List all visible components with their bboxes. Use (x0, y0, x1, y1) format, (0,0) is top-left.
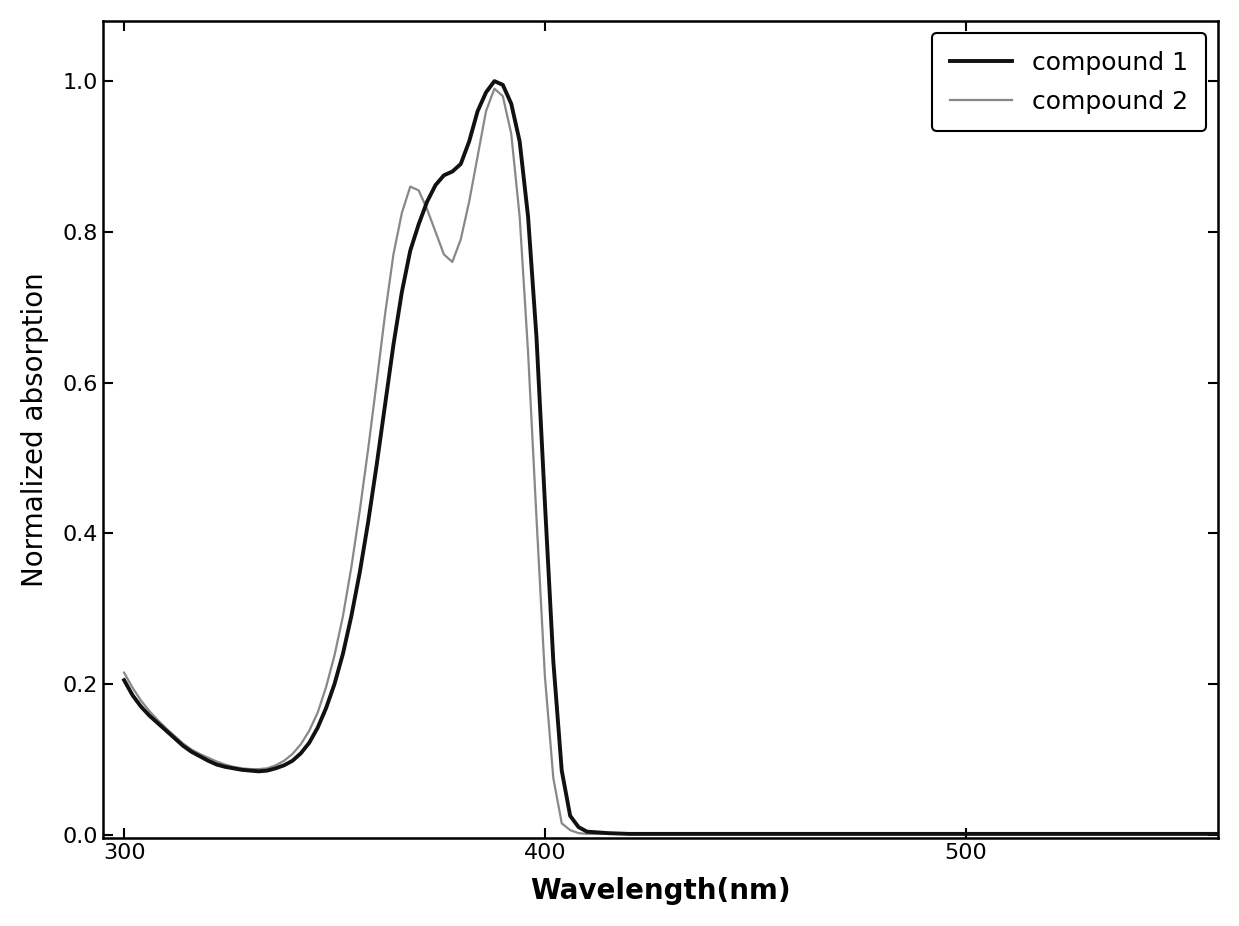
compound 2 (580, 829, 595, 840)
compound 2 (1211, 829, 1225, 840)
compound 1 (159, 725, 173, 736)
compound 1 (116, 675, 131, 686)
Legend: compound 1, compound 2: compound 1, compound 2 (932, 33, 1206, 131)
compound 2 (116, 667, 131, 678)
compound 2 (369, 377, 384, 388)
compound 1 (487, 76, 502, 87)
compound 1 (1211, 829, 1225, 840)
compound 1 (622, 829, 637, 840)
compound 1 (873, 829, 888, 840)
compound 2 (546, 772, 561, 783)
compound 2 (344, 561, 359, 572)
compound 1 (344, 610, 359, 621)
compound 2 (159, 723, 173, 734)
compound 1 (369, 460, 384, 471)
Line: compound 1: compound 1 (124, 81, 1218, 834)
compound 2 (185, 744, 199, 755)
compound 2 (873, 829, 888, 840)
Y-axis label: Normalized absorption: Normalized absorption (21, 272, 48, 587)
compound 1 (185, 746, 199, 757)
compound 2 (487, 83, 502, 94)
Line: compound 2: compound 2 (124, 89, 1218, 834)
compound 1 (546, 656, 561, 667)
X-axis label: Wavelength(nm): Wavelength(nm) (530, 877, 790, 906)
